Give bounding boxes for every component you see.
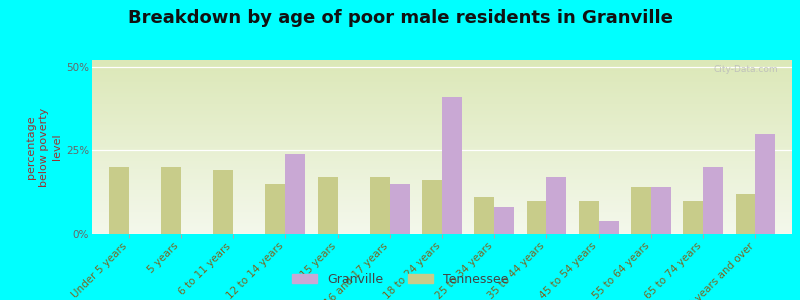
Bar	[109, 167, 129, 234]
Bar	[631, 187, 651, 234]
Bar	[442, 97, 462, 234]
Bar	[266, 184, 286, 234]
Legend: Granville, Tennessee: Granville, Tennessee	[286, 268, 514, 291]
Bar	[161, 167, 181, 234]
Bar	[651, 187, 671, 234]
Bar	[390, 184, 410, 234]
Bar	[494, 207, 514, 234]
Y-axis label: percentage
below poverty
level: percentage below poverty level	[26, 107, 62, 187]
Bar	[598, 220, 618, 234]
Bar	[213, 170, 233, 234]
Bar	[474, 197, 494, 234]
Bar	[370, 177, 390, 234]
Bar	[755, 134, 775, 234]
Bar	[422, 181, 442, 234]
Bar	[286, 154, 305, 234]
Text: Breakdown by age of poor male residents in Granville: Breakdown by age of poor male residents …	[127, 9, 673, 27]
Bar	[526, 200, 546, 234]
Bar	[735, 194, 755, 234]
Bar	[683, 200, 703, 234]
Bar	[579, 200, 598, 234]
Text: City-Data.com: City-Data.com	[714, 65, 778, 74]
Bar	[318, 177, 338, 234]
Bar	[546, 177, 566, 234]
Bar	[703, 167, 723, 234]
